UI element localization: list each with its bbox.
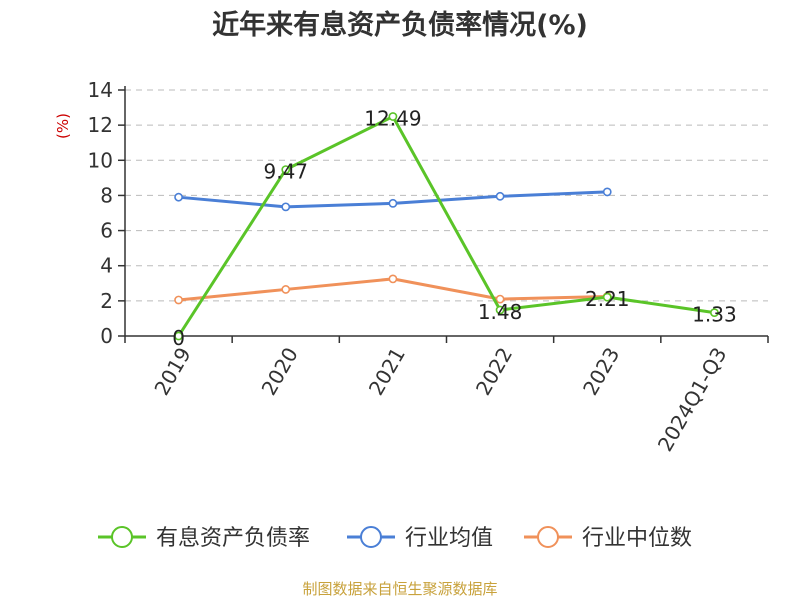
legend-marker (360, 526, 382, 548)
data-point (174, 331, 183, 341)
data-point (281, 165, 291, 174)
x-tick-label: 2019 (149, 343, 195, 399)
data-label: 1.48 (478, 300, 523, 324)
data-point (602, 187, 612, 197)
data-labels: 0 9.47 12.49 1.48 2.21 1.33 (172, 107, 736, 350)
data-label: 1.33 (692, 303, 737, 327)
x-tick-label: 2023 (578, 343, 624, 399)
y-tick-label: 0 (100, 324, 113, 348)
x-tick-label: 2022 (471, 343, 517, 399)
axes: 0 2 4 6 8 10 12 14 2019 2020 2021 2022 2023 2024Q1-Q3 (88, 78, 769, 456)
y-tick-label: 10 (88, 148, 113, 172)
data-point (388, 198, 398, 208)
x-tick-label: 2020 (257, 343, 303, 399)
y-tick-label: 6 (100, 219, 113, 243)
grid-lines (125, 89, 768, 302)
y-tick-label: 12 (88, 113, 113, 137)
data-point (388, 274, 398, 284)
data-point (281, 285, 291, 294)
data-point (174, 295, 183, 305)
legend-label: 行业中位数 (582, 526, 692, 551)
legend-label: 有息资产负债率 (156, 526, 310, 551)
data-label: 9.47 (263, 160, 308, 184)
legend-marker (537, 526, 559, 548)
data-point (388, 112, 398, 121)
y-axis-label: (%) (54, 113, 72, 139)
x-tick-label: 2021 (364, 343, 410, 399)
data-point (281, 202, 291, 212)
legend: 有息资产负债率 行业均值 行业中位数 (98, 526, 692, 551)
series-line (177, 115, 715, 337)
data-point (710, 308, 719, 318)
legend-marker (111, 526, 133, 548)
data-point (495, 191, 505, 201)
legend-label: 行业均值 (405, 526, 493, 551)
data-point (602, 292, 612, 302)
data-label: 12.49 (364, 107, 421, 131)
y-tick-label: 8 (100, 183, 113, 207)
data-point (495, 305, 505, 315)
x-tick-label: 2024Q1-Q3 (653, 343, 732, 455)
data-point (174, 192, 183, 202)
series-lines (174, 112, 719, 341)
data-point (495, 294, 505, 304)
y-tick-label: 4 (100, 254, 113, 278)
y-tick-label: 2 (100, 289, 113, 313)
data-label: 2.21 (585, 287, 630, 311)
data-label: 0 (172, 326, 185, 350)
source-note: 制图数据来自恒生聚源数据库 (302, 580, 497, 598)
chart-title: 近年来有息资产负债率情况(%) (212, 9, 588, 41)
y-tick-label: 14 (88, 78, 113, 102)
